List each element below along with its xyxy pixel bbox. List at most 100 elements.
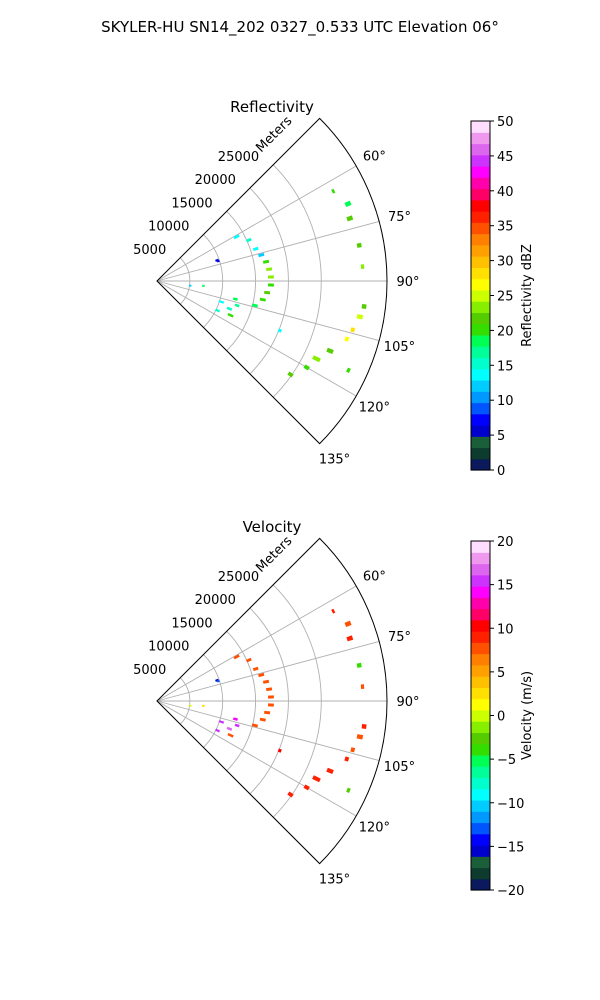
azimuth-tick-label: 135° (319, 453, 350, 468)
colorbar-tick-label: 30 (497, 255, 514, 270)
echo-12 (303, 364, 310, 371)
echo-29 (226, 726, 233, 731)
echo-30 (227, 732, 234, 738)
azimuth-tick-label: 60° (363, 149, 386, 164)
colorbar-segment (471, 574, 490, 587)
colorbar-tick-label: 0 (497, 710, 505, 725)
colorbar-segment (471, 436, 490, 449)
colorbar-tick-label: 10 (497, 622, 514, 637)
echo-31 (215, 728, 221, 733)
echo-5 (361, 303, 367, 309)
echo-2 (346, 635, 354, 642)
colorbar-segment (471, 586, 490, 598)
radial-tick-label: 10000 (148, 220, 189, 235)
echo-11 (346, 787, 351, 794)
radial-tick-label: 25000 (218, 150, 259, 165)
azimuth-tick-label: 75° (388, 630, 411, 645)
azimuth-tick-label: 135° (319, 873, 350, 888)
colorbar-tick-label: 10 (497, 394, 514, 409)
echo-14 (277, 328, 282, 333)
colorbar-segment (471, 878, 490, 891)
echo-23 (264, 710, 271, 715)
radial-tick-label: 20000 (195, 173, 236, 188)
echo-17 (252, 246, 259, 252)
colorbar-tick-label: 20 (497, 324, 514, 339)
colorbar-segment (471, 334, 490, 347)
colorbar-segment (471, 211, 490, 223)
echo-5 (361, 723, 367, 729)
colorbar-segment (471, 676, 490, 688)
echo-21 (267, 695, 274, 699)
colorbar-segment (471, 721, 490, 733)
echo-4 (360, 684, 365, 689)
echo-26 (232, 297, 238, 301)
echo-9 (326, 767, 334, 775)
echo-15 (233, 654, 240, 660)
colorbar-segment (471, 346, 490, 359)
colorbar-segment (471, 597, 490, 610)
echo-30 (227, 312, 234, 318)
colorbar-segment (471, 709, 490, 722)
echo-28 (218, 300, 225, 304)
colorbar-segment (471, 244, 490, 257)
echo-1 (344, 620, 352, 627)
echo-16 (245, 657, 252, 663)
colorbar-segment (471, 154, 490, 167)
colorbar-segment (471, 687, 490, 700)
colorbar-segment (471, 664, 490, 677)
grid-spoke-1 (156, 221, 380, 282)
colorbar-tick-label: −15 (497, 840, 524, 855)
colorbar-segment (471, 267, 490, 280)
colorbar-tick-label: 5 (497, 429, 505, 444)
echo-16 (245, 237, 252, 243)
colorbar-segment (471, 833, 490, 846)
colorbar-segment (471, 143, 490, 156)
echo-34 (202, 284, 205, 287)
colorbar-segment (471, 278, 490, 291)
radial-tick-label: 15000 (171, 616, 212, 631)
azimuth-tick-label: 105° (384, 340, 415, 355)
grid-spoke-4 (156, 280, 357, 397)
echo-24 (259, 717, 266, 722)
echo-6 (356, 314, 364, 320)
colorbar-tick-label: −10 (497, 797, 524, 812)
colorbar-segment (471, 743, 490, 756)
colorbar-segment (471, 856, 490, 869)
echo-11 (346, 367, 351, 374)
colorbar-segment (471, 301, 490, 313)
radial-tick-label: 5000 (133, 663, 166, 678)
colorbar-segment (471, 811, 490, 824)
grid-spoke-0 (156, 165, 357, 282)
panel-title: Velocity (243, 518, 302, 536)
echo-19 (262, 679, 270, 684)
echo-20 (266, 687, 273, 691)
echo-7 (350, 327, 356, 333)
azimuth-tick-label: 120° (359, 401, 390, 416)
colorbar-segment (471, 563, 490, 576)
colorbar-segment (471, 653, 490, 666)
colorbar-segment (471, 233, 490, 246)
colorbar-segment (471, 121, 490, 133)
azimuth-tick-label: 60° (363, 569, 386, 584)
colorbar-segment (471, 799, 490, 812)
colorbar-segment (471, 379, 490, 392)
colorbar-tick-label: −5 (497, 753, 516, 768)
colorbar-segment (471, 788, 490, 801)
colorbar-segment (471, 199, 490, 212)
grid-spoke-3 (156, 280, 380, 341)
echo-0 (331, 608, 336, 614)
colorbar-segment (471, 732, 490, 745)
echo-25 (251, 723, 259, 728)
echo-24 (259, 297, 266, 302)
reflectivity-panel: Reflectivity500010000150002000025000Mete… (133, 98, 535, 479)
colorbar-segment (471, 132, 490, 145)
colorbar-tick-label: 15 (497, 359, 514, 374)
colorbar-tick-label: 20 (497, 535, 514, 550)
echo-35 (188, 284, 192, 287)
echo-31 (215, 308, 221, 313)
colorbar-segment (471, 312, 490, 325)
radial-tick-label: 20000 (195, 593, 236, 608)
echo-8 (344, 336, 350, 342)
colorbar-label: Reflectivity dBZ (520, 244, 535, 347)
